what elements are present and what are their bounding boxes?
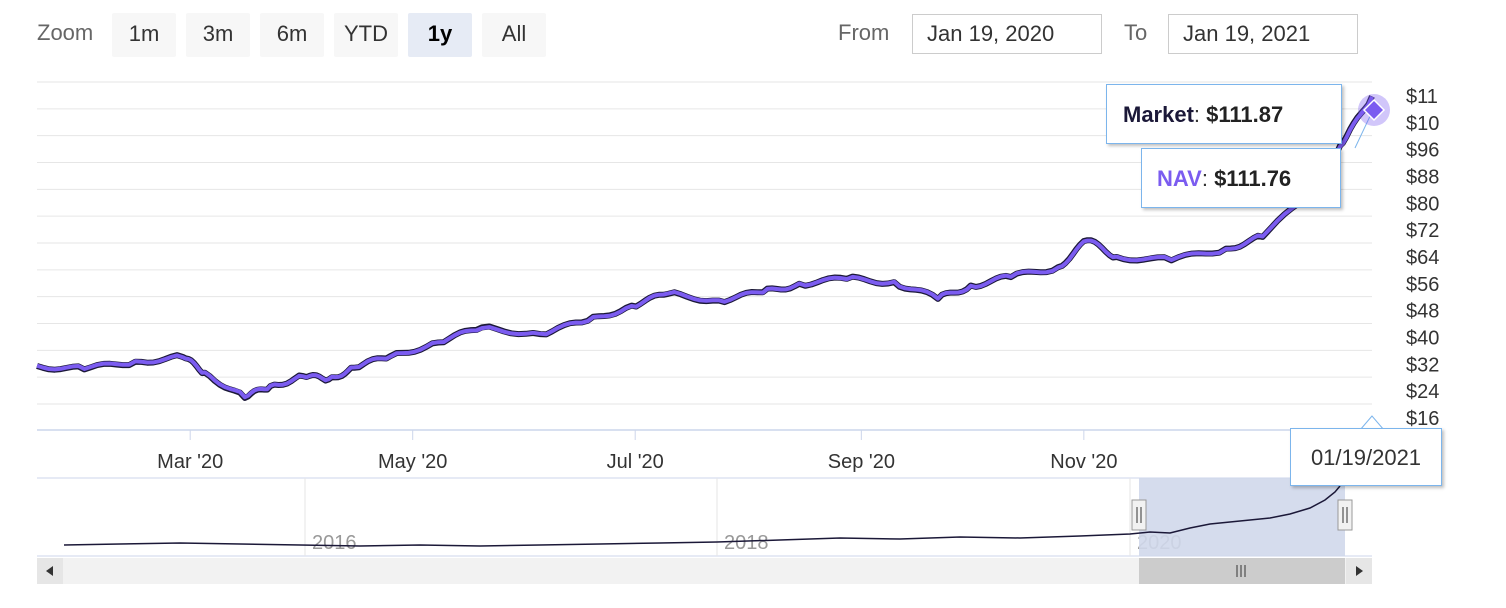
y-tick-label: $64 [1406,247,1439,269]
navigator-right-handle[interactable] [1337,499,1353,531]
y-tick-label: $56 [1406,274,1439,296]
zoom-6m-button[interactable]: 6m [260,13,324,57]
y-tick-label: $80 [1406,193,1439,215]
zoom-label: Zoom [37,20,94,45]
scrollbar[interactable] [37,558,1372,584]
zoom-3m-button[interactable]: 3m [186,13,250,57]
navigator-year-2018: 2018 [724,532,769,554]
scroll-right-arrow-icon [1356,566,1363,576]
y-tick-label: $10 [1406,113,1439,135]
series-line-nav [36,95,1374,400]
y-axis-labels: $16 $24 $32 $40 $48 $56 $64 $72 $80 $88 $96 $10 $11 [1406,86,1439,430]
navigator-year-2016: 2016 [312,532,357,554]
tooltip-pointer-line [1354,111,1373,149]
navigator-overview-line [63,485,1341,547]
market-tooltip-value: $111.87 [1206,102,1284,127]
y-tick-label: $24 [1406,381,1439,403]
to-date-input[interactable]: Jan 19, 2021 [1168,14,1358,54]
date-tooltip: 01/19/2021 [1290,428,1442,486]
x-tick-label: Nov '20 [1050,451,1117,473]
y-tick-label: $72 [1406,220,1439,242]
y-tick-label: $96 [1406,140,1439,162]
nav-tooltip: NAV: $111.76 [1141,148,1341,208]
zoom-all-button[interactable]: All [482,13,546,57]
x-tick-label: Mar '20 [157,451,223,473]
y-tick-label: $11 [1406,86,1438,108]
zoom-1m-button[interactable]: 1m [112,13,176,57]
y-tick-label: $48 [1406,301,1439,323]
nav-tooltip-name: NAV [1157,166,1202,191]
navigator-left-handle[interactable] [1131,499,1147,531]
x-tick-label: May '20 [378,451,447,473]
y-tick-label: $16 [1406,408,1439,430]
market-tooltip: Market: $111.87 [1106,84,1342,144]
navigator: 2016 2018 2020 [37,477,1372,557]
navigator-selection[interactable] [1139,478,1345,556]
y-tick-label: $40 [1406,328,1439,350]
x-tick-label: Jul '20 [607,451,664,473]
zoom-ytd-button[interactable]: YTD [334,13,398,57]
scrollbar-thumb[interactable] [1139,558,1345,584]
market-tooltip-name: Market [1123,102,1194,127]
y-tick-label: $32 [1406,354,1439,376]
from-date-input[interactable]: Jan 19, 2020 [912,14,1102,54]
to-label: To [1124,20,1148,45]
series-lines [36,95,1375,401]
scroll-left-arrow-icon [46,566,53,576]
zoom-1y-button[interactable]: 1y [408,13,472,57]
from-label: From [838,20,890,45]
hover-marker-icon [1362,98,1386,122]
x-tick-label: Sep '20 [828,451,895,473]
nav-tooltip-value: $111.76 [1214,166,1292,191]
y-tick-label: $88 [1406,167,1439,189]
